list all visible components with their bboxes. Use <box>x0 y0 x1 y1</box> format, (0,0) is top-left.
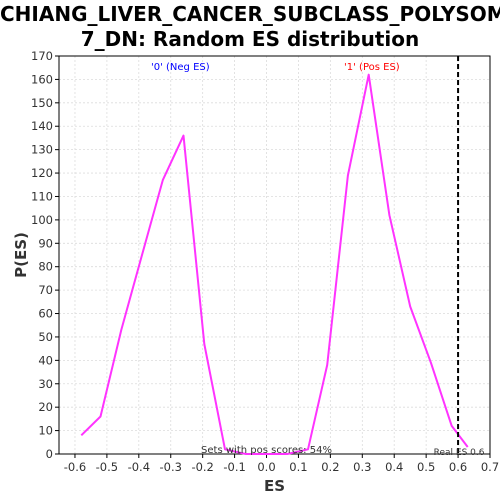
x-tick-label: -0.2 <box>191 460 213 474</box>
x-tick-label: 0.3 <box>353 460 371 474</box>
sets-pos-scores-text: Sets with pos scores: 54% <box>201 445 332 456</box>
y-axis-label: P(ES) <box>12 232 30 278</box>
y-tick-label: 160 <box>31 72 53 86</box>
y-tick-label: 20 <box>38 400 53 414</box>
x-tick-label: 0.2 <box>321 460 339 474</box>
grid-lines <box>59 55 491 455</box>
x-tick-label: -0.5 <box>96 460 118 474</box>
y-tick-label: 170 <box>31 49 53 63</box>
y-tick-label: 0 <box>46 447 53 461</box>
axes: 0 10 20 30 40 50 60 70 80 90 100 110 120 130 140 150 160… <box>31 49 499 474</box>
x-tick-label: 0.1 <box>289 460 307 474</box>
pos-es-label: '1' (Pos ES) <box>344 62 400 73</box>
x-tick-label: 0.0 <box>257 460 275 474</box>
y-tick-label: 50 <box>38 330 53 344</box>
neg-es-label: '0' (Neg ES) <box>151 62 210 73</box>
x-tick-label: -0.6 <box>64 460 86 474</box>
series-marks <box>80 73 469 455</box>
y-tick-label: 40 <box>38 353 53 367</box>
y-tick-label: 70 <box>38 283 53 297</box>
annotations: '0' (Neg ES) '1' (Pos ES) Sets with pos sc… <box>151 56 485 458</box>
y-tick-label: 150 <box>31 96 53 110</box>
x-tick-label: -0.4 <box>128 460 150 474</box>
y-tick-label: 60 <box>38 307 53 321</box>
es-distribution-line <box>80 73 469 455</box>
y-tick-label: 80 <box>38 260 53 274</box>
y-tick-label: 100 <box>31 213 53 227</box>
y-tick-label: 110 <box>31 189 53 203</box>
y-tick-label: 130 <box>31 143 53 157</box>
y-tick-label: 140 <box>31 119 53 133</box>
x-tick-label: 0.5 <box>417 460 435 474</box>
y-tick-label: 10 <box>38 424 53 438</box>
x-tick-label: -0.1 <box>223 460 245 474</box>
plot-area <box>58 55 491 455</box>
x-tick-label: -0.3 <box>160 460 182 474</box>
chart-title-line2: 7_DN: Random ES distribution <box>80 27 420 51</box>
x-axis-label: ES <box>264 477 285 495</box>
y-tick-label: 30 <box>38 377 53 391</box>
real-es-text: Real ES 0.6 <box>434 448 485 458</box>
x-tick-label: 0.7 <box>481 460 499 474</box>
y-tick-label: 90 <box>38 236 53 250</box>
chart-title-line1: CHIANG_LIVER_CANCER_SUBCLASS_POLYSOMY <box>0 2 500 26</box>
x-tick-label: 0.6 <box>449 460 467 474</box>
y-tick-label: 120 <box>31 166 53 180</box>
x-tick-label: 0.4 <box>385 460 403 474</box>
